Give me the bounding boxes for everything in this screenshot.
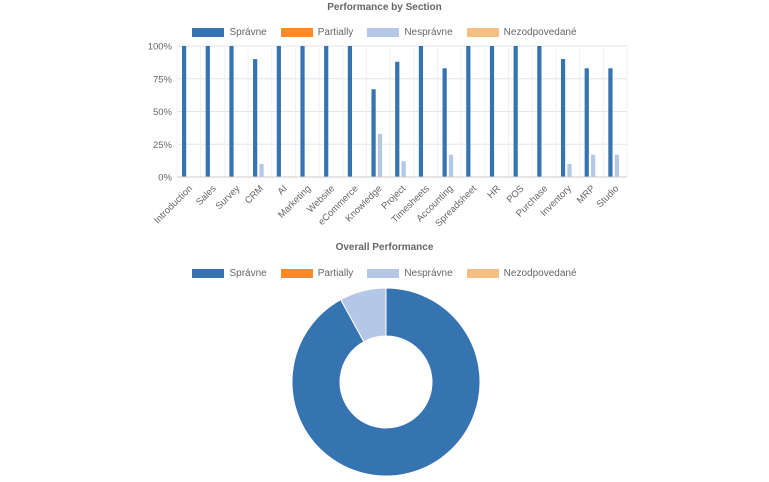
bar-y-tick-label: 75% [153, 74, 173, 85]
bar-y-tick-label: 100% [148, 42, 173, 53]
bar-správne-mrp[interactable] [584, 68, 589, 177]
pie-legend-label: Nezodpovedané [503, 268, 577, 279]
pie-legend-swatch [466, 269, 499, 278]
bar-správne-hr[interactable] [489, 46, 495, 177]
bar-y-tick-label: 50% [153, 107, 173, 118]
bar-chart-title: Performance by Section [327, 2, 442, 13]
bar-chart-legend: Správne Partially Nesprávne Nezodpovedané [0, 27, 769, 38]
bar-x-tick-label: AI [276, 183, 290, 197]
bar-správne-pos[interactable] [513, 46, 518, 177]
pie-legend-swatch [367, 269, 400, 278]
bar-správne-ecommerce[interactable] [347, 46, 352, 177]
bar-správne-introduction[interactable] [182, 46, 187, 177]
bar-nesprávne-crm[interactable] [259, 163, 264, 177]
bar-x-tick-label: Survey [214, 183, 243, 212]
bar-správne-timesheets[interactable] [418, 46, 424, 177]
donut-chart-legend: Správne Partially Nesprávne Nezodpovedané [0, 268, 769, 279]
pie-legend-label: Partially [317, 268, 354, 279]
bar-x-tick-label: HR [485, 183, 503, 201]
bar-nesprávne-accounting[interactable] [448, 154, 454, 177]
bar-správne-website[interactable] [324, 46, 329, 177]
bar-správne-studio[interactable] [608, 68, 613, 177]
pie-legend-label: Nesprávne [404, 268, 453, 279]
pie-legend-item[interactable]: Nesprávne [367, 268, 453, 279]
bar-nesprávne-project[interactable] [401, 161, 406, 177]
bar-x-tick-label: CRM [243, 183, 266, 206]
bar-legend-item[interactable]: Nesprávne [367, 27, 453, 38]
bar-legend-label: Partially [317, 27, 354, 38]
donut-chart-title: Overall Performance [335, 242, 434, 253]
bar-správne-purchase[interactable] [537, 46, 542, 177]
bar-správne-spreadsheet[interactable] [466, 46, 471, 177]
pie-legend-swatch [192, 269, 225, 278]
bar-legend-item[interactable]: Nezodpovedané [466, 27, 577, 38]
bar-správne-sales[interactable] [205, 46, 210, 177]
pie-legend-swatch [280, 269, 313, 278]
bar-nesprávne-inventory[interactable] [567, 163, 572, 177]
bar-správne-inventory[interactable] [560, 59, 566, 177]
bar-správne-marketing[interactable] [300, 46, 305, 177]
bar-x-tick-label: Studio [594, 183, 621, 210]
bar-legend-label: Nezodpovedané [503, 27, 577, 38]
pie-legend-item[interactable]: Partially [280, 268, 354, 279]
bar-legend-label: Nesprávne [404, 27, 453, 38]
donut-slice-správne[interactable] [291, 287, 481, 477]
bar-správne-ai[interactable] [276, 46, 281, 177]
bar-správne-project[interactable] [395, 61, 400, 177]
bar-správne-crm[interactable] [253, 59, 258, 177]
pie-legend-item[interactable]: Nezodpovedané [466, 268, 577, 279]
bar-x-tick-label: Introduction [152, 183, 195, 226]
donut-slice-nesprávne[interactable] [340, 287, 387, 343]
bar-správne-knowledge[interactable] [371, 89, 376, 177]
bar-legend-swatch [192, 28, 225, 37]
bar-správne-survey[interactable] [229, 46, 234, 177]
bar-legend-swatch [466, 28, 499, 37]
bar-správne-accounting[interactable] [442, 68, 447, 177]
bar-nesprávne-studio[interactable] [614, 154, 619, 177]
bar-legend-label: Správne [229, 27, 267, 38]
pie-legend-item[interactable]: Správne [192, 268, 267, 279]
bar-nesprávne-mrp[interactable] [591, 154, 596, 177]
pie-legend-label: Správne [229, 268, 267, 279]
bar-legend-item[interactable]: Správne [192, 27, 267, 38]
bar-legend-item[interactable]: Partially [280, 27, 354, 38]
bar-legend-swatch [280, 28, 313, 37]
bar-y-tick-label: 25% [153, 140, 173, 151]
bar-y-tick-label: 0% [158, 173, 172, 184]
bar-nesprávne-knowledge[interactable] [377, 133, 383, 177]
bar-legend-swatch [367, 28, 400, 37]
